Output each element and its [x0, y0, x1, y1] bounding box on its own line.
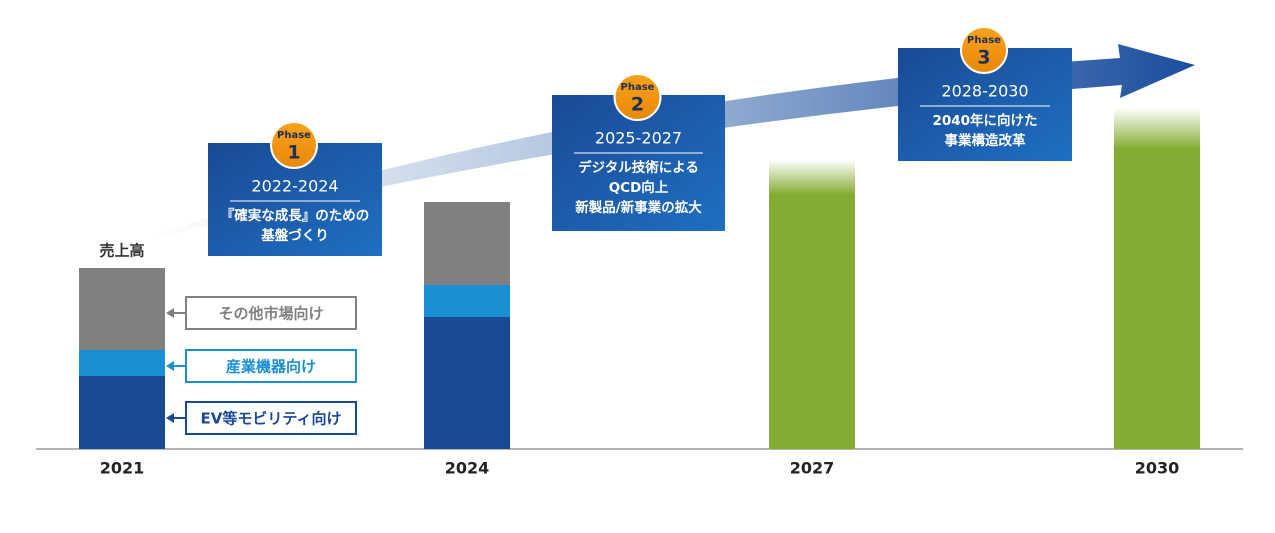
phase-years: 2025-2027 — [595, 129, 682, 148]
legend-arrowhead — [166, 308, 174, 318]
legend-box — [185, 296, 357, 330]
phase-number: 2 — [631, 94, 644, 116]
phase-badge — [960, 26, 1008, 74]
phase-text: 新製品/新事業の拡大 — [575, 199, 702, 216]
x-tick-label: 2021 — [100, 459, 145, 478]
phase-badge — [613, 73, 662, 121]
legend-label: その他市場向け — [218, 305, 323, 323]
phase-text: 事業構造改革 — [945, 132, 1026, 149]
bar — [79, 268, 165, 350]
phase-text: 『確実な成長』のための — [221, 207, 370, 224]
legend-label: 産業機器向け — [226, 358, 316, 376]
bar — [1114, 108, 1200, 449]
legend-arrowhead — [166, 361, 174, 371]
phase-label: Phase — [277, 130, 311, 141]
bar — [79, 376, 165, 449]
phase-text: デジタル技術による — [578, 159, 699, 176]
phase-years: 2028-2030 — [941, 82, 1028, 101]
phase-label: Phase — [621, 82, 655, 93]
phase-label: Phase — [967, 35, 1001, 46]
phase-number: 3 — [977, 47, 990, 69]
bar — [79, 350, 165, 376]
phase-years: 2022-2024 — [251, 177, 338, 196]
x-tick-label: 2027 — [790, 459, 835, 478]
phase-text: 基盤づくり — [261, 227, 329, 244]
y-axis-label: 売上高 — [99, 242, 144, 260]
bar — [424, 317, 510, 449]
legend-arrowhead — [166, 413, 174, 423]
phase-text: 2040年に向けた — [932, 112, 1037, 129]
phase-number: 1 — [287, 142, 300, 164]
x-tick-label: 2024 — [445, 459, 490, 478]
phase-badge — [270, 121, 318, 169]
bar — [424, 285, 510, 317]
bar — [769, 160, 855, 449]
phase-text: QCD向上 — [609, 179, 669, 196]
bar — [424, 202, 510, 285]
x-tick-label: 2030 — [1135, 459, 1180, 478]
legend-label: EV等モビリティ向け — [201, 410, 342, 428]
